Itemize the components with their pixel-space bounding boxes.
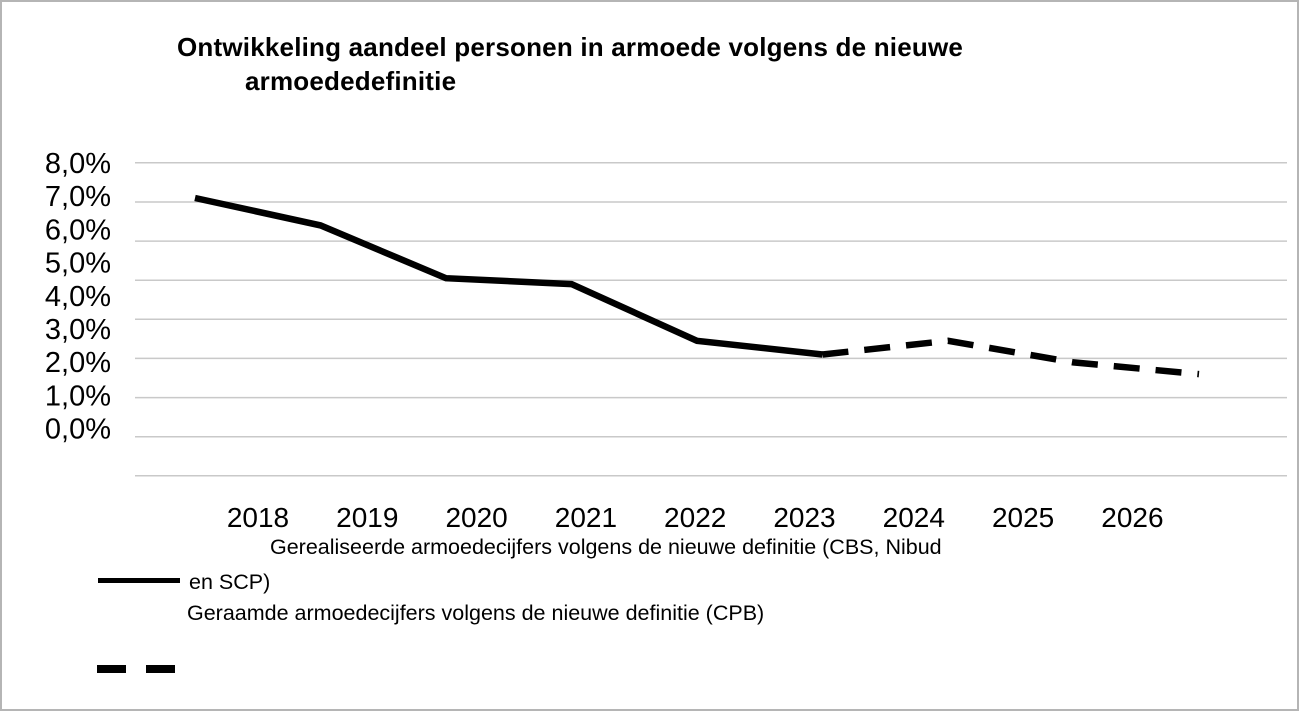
y-axis-tick-label: 4,0%	[45, 281, 111, 313]
y-axis-tick-label: 2,0%	[45, 347, 111, 379]
y-axis-tick-label: 7,0%	[45, 181, 111, 213]
legend-dash-segment	[146, 665, 175, 673]
chart-title-line-2: armoededefinitie	[245, 66, 457, 96]
y-axis-tick-label: 8,0%	[45, 148, 111, 180]
x-axis-tick-label: 2020	[445, 502, 507, 533]
x-axis-tick-label: 2026	[1101, 502, 1163, 533]
x-axis-tick-label: 2022	[664, 502, 726, 533]
forecast-series-line	[822, 337, 1200, 378]
legend-label-realized-line2: en SCP)	[189, 570, 271, 594]
x-axis-tick-label: 2025	[992, 502, 1054, 533]
solid-line-legend-marker	[98, 578, 180, 583]
x-axis-tick-label: 2019	[336, 502, 398, 533]
dashed-line-legend-marker	[97, 665, 175, 673]
y-axis-tick-label: 1,0%	[45, 380, 111, 412]
y-axis-tick-label: 6,0%	[45, 214, 111, 246]
x-axis-tick-label: 2024	[883, 502, 945, 533]
realized-series-line	[194, 194, 823, 358]
legend-dash-segment	[97, 665, 126, 673]
x-axis-tick-label: 2021	[555, 502, 617, 533]
legend-label-realized-line1: Gerealiseerde armoedecijfers volgens de …	[270, 535, 942, 559]
x-axis-tick-label: 2023	[773, 502, 835, 533]
y-axis-tick-label: 3,0%	[45, 314, 111, 346]
y-axis-tick-label: 5,0%	[45, 248, 111, 280]
legend-label-forecast: Geraamde armoedecijfers volgens de nieuw…	[187, 601, 765, 625]
chart-title-line-1: Ontwikkeling aandeel personen in armoede…	[177, 32, 964, 62]
y-axis-tick-label: 0,0%	[45, 414, 111, 446]
x-axis-tick-label: 2018	[227, 502, 289, 533]
